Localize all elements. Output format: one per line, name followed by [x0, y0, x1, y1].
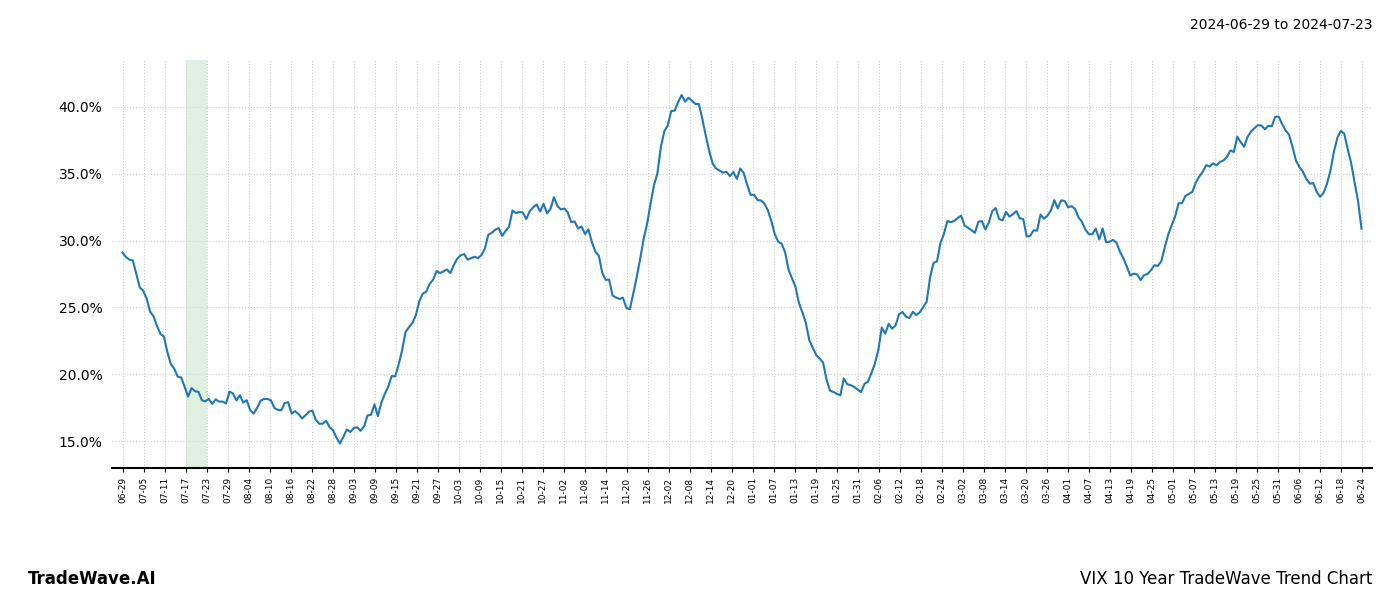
Bar [185, 60, 207, 468]
Text: VIX 10 Year TradeWave Trend Chart: VIX 10 Year TradeWave Trend Chart [1079, 570, 1372, 588]
Text: TradeWave.AI: TradeWave.AI [28, 570, 157, 588]
Text: 2024-06-29 to 2024-07-23: 2024-06-29 to 2024-07-23 [1190, 18, 1372, 32]
